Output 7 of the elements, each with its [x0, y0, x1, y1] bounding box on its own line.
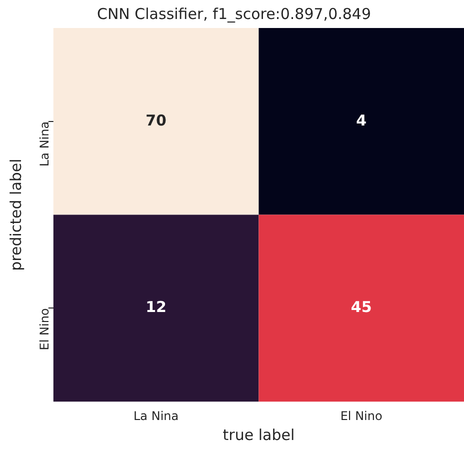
data-label: 45	[350, 298, 372, 316]
x-axis-title: true label	[222, 426, 295, 444]
y-axis-title: predicted label	[6, 158, 25, 271]
chart-title: CNN Classifier, f1_score:0.897,0.849	[96, 4, 372, 23]
data-label: 12	[146, 298, 166, 316]
data-label: 70	[146, 111, 166, 130]
data-label: 4	[356, 111, 367, 130]
